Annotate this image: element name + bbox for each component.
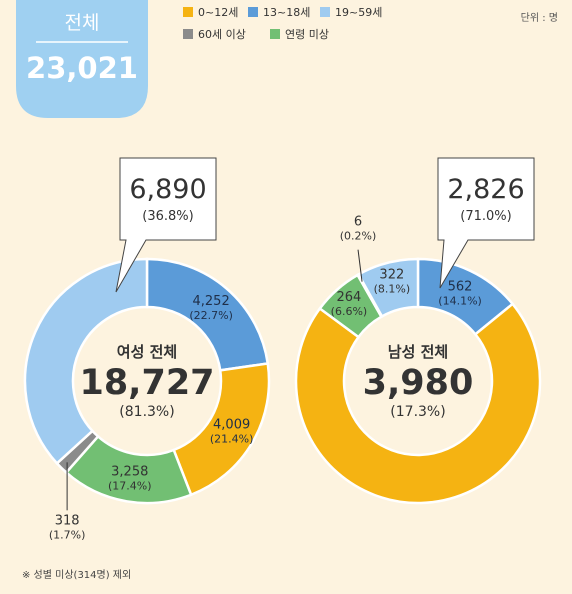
female-center-total: 18,727 xyxy=(79,363,214,403)
male-small-slice-value: 6 xyxy=(354,215,362,230)
male-callout-value: 2,826 xyxy=(447,174,524,205)
legend: 0~12세 13~18세 19~59세 60세 이상 연령 미상 xyxy=(183,6,382,41)
male-slice-value: 562 xyxy=(448,279,473,294)
female-small-slice-value: 318 xyxy=(55,513,80,528)
male-slice xyxy=(294,302,542,505)
total-badge-label: 전체 xyxy=(65,12,100,34)
female-callout-value: 6,890 xyxy=(129,174,206,205)
male-small-slice-pct: (0.2%) xyxy=(340,230,377,243)
callouts: 6,890 (36.8%) 2,826 (71.0%) xyxy=(115,157,535,293)
legend-label: 13~18세 xyxy=(263,6,310,19)
legend-swatch xyxy=(248,7,258,17)
male-donut-chart: 남성 전체3,980(17.3%)562(14.1%)322(8.1%)264(… xyxy=(294,215,542,505)
female-donut-chart: 여성 전체 18,727(81.3%) 4,252(22.7%) 4,009(21.4… xyxy=(23,257,271,541)
male-slice-pct: (8.1%) xyxy=(374,282,411,295)
male-center-total: 3,980 xyxy=(363,363,474,403)
total-badge-shape xyxy=(16,0,148,118)
male-center-title: 남성 전체 xyxy=(388,343,448,361)
total-badge: 전체 23,021 xyxy=(16,0,148,118)
female-slice-pct: (17.4%) xyxy=(108,479,152,492)
male-slice xyxy=(356,257,420,319)
footnote: ※ 성별 미상(314명) 제외 xyxy=(22,569,131,581)
female-small-slice-pct: (1.7%) xyxy=(49,528,86,541)
female-callout-pct: (36.8%) xyxy=(142,209,193,224)
legend-label: 연령 미상 xyxy=(285,28,329,41)
female-center-title: 여성 전체 xyxy=(117,343,177,361)
total-badge-value: 23,021 xyxy=(26,51,138,85)
male-callout-box xyxy=(437,157,535,289)
male-slice-pct: (6.6%) xyxy=(331,305,368,318)
legend-swatch xyxy=(183,7,193,17)
female-slice-pct: (21.4%) xyxy=(210,432,254,445)
male-callout-pct: (71.0%) xyxy=(460,209,511,224)
male-center-pct: (17.3%) xyxy=(390,404,445,420)
legend-swatch xyxy=(320,7,330,17)
female-center-pct: (81.3%) xyxy=(119,404,174,420)
male-slice-value: 322 xyxy=(379,267,404,282)
male-slice-value: 264 xyxy=(337,290,362,305)
female-slice-value: 3,258 xyxy=(111,464,148,479)
legend-label: 19~59세 xyxy=(335,6,382,19)
female-slice-value: 4,009 xyxy=(213,417,250,432)
legend-swatch xyxy=(183,29,193,39)
female-slice xyxy=(23,257,149,466)
female-slice-value: 4,252 xyxy=(193,294,230,309)
legend-label: 60세 이상 xyxy=(198,28,246,41)
female-slice-pct: (22.7%) xyxy=(189,309,233,322)
female-callout-box xyxy=(115,157,217,293)
legend-swatch xyxy=(270,29,280,39)
male-slice-pct: (14.1%) xyxy=(438,294,482,307)
unit-label: 단위 : 명 xyxy=(521,11,558,24)
legend-label: 0~12세 xyxy=(198,6,238,19)
male-leader-line xyxy=(357,249,363,282)
